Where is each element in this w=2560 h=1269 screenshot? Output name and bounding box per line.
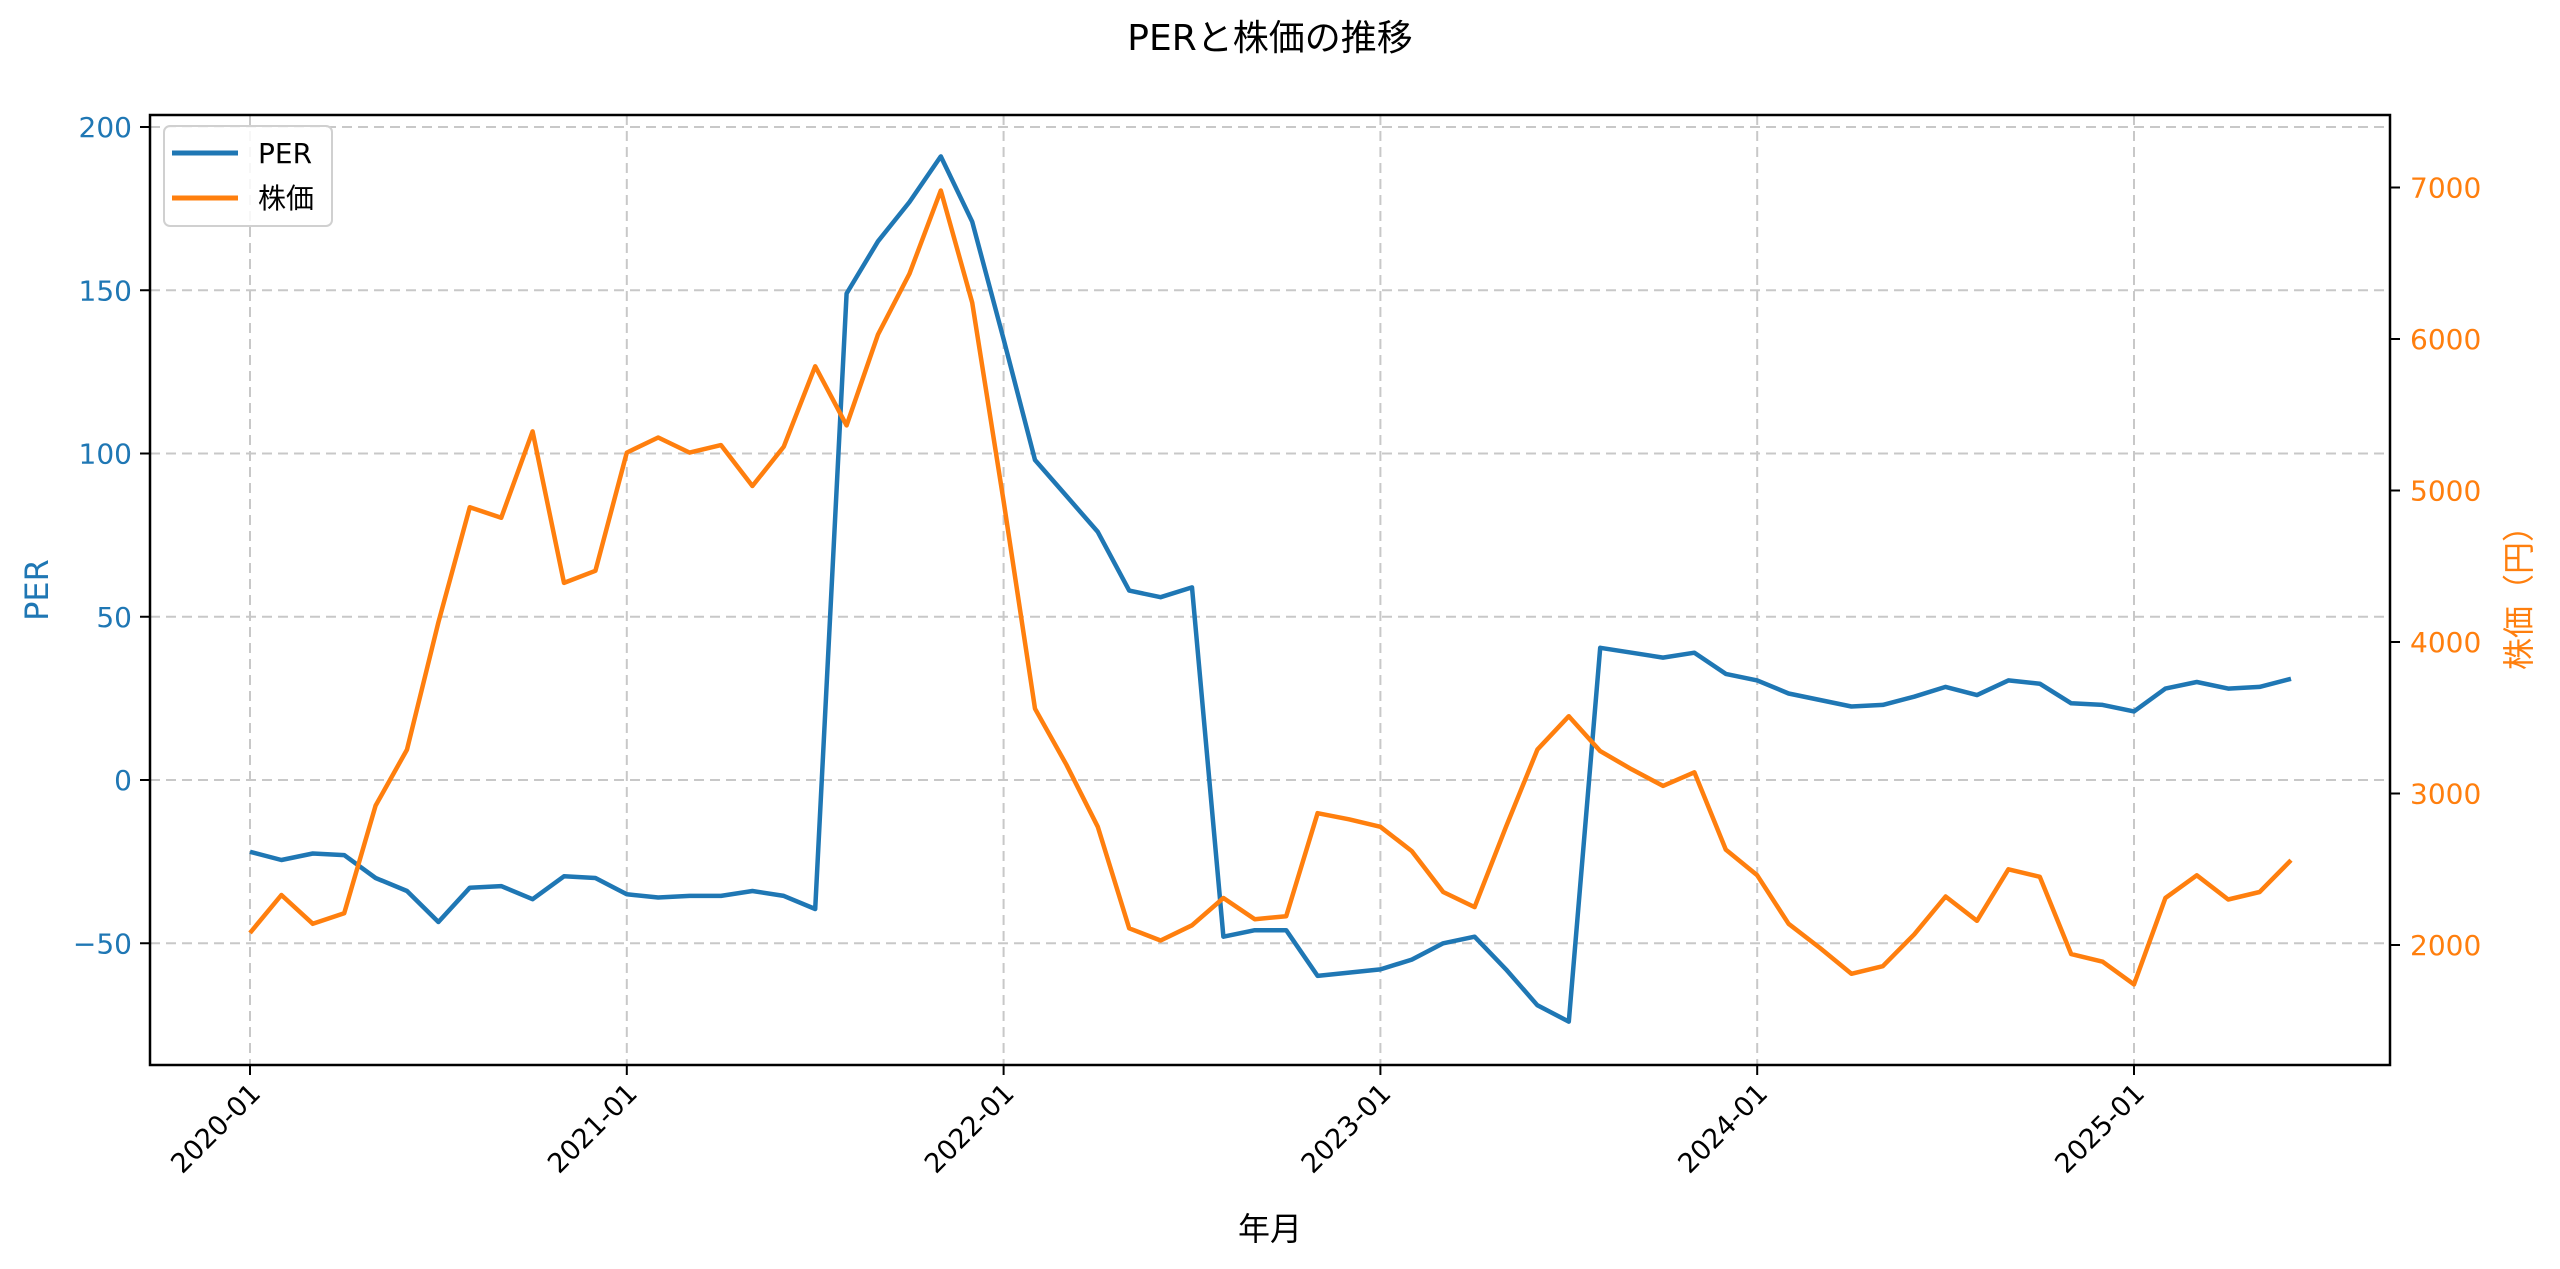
y-left-tick-label: 0: [114, 764, 132, 797]
y-right-tick-label: 7000: [2410, 172, 2481, 205]
y-right-tick-label: 2000: [2410, 929, 2481, 962]
x-tick-label: 2022-01: [919, 1078, 1021, 1180]
y-left-tick-label: 100: [79, 438, 132, 471]
chart-title: PERと株価の推移: [1127, 18, 1412, 59]
grid-lines: [150, 115, 2390, 1065]
x-tick-label: 2023-01: [1296, 1078, 1398, 1180]
x-tick-label: 2025-01: [2049, 1078, 2151, 1180]
y-left-tick-label: 150: [79, 274, 132, 307]
data-lines: [248, 154, 2293, 1024]
y-left-tick-label: 200: [79, 111, 132, 144]
y-right-tick-label: 6000: [2410, 323, 2481, 356]
plot-frame: [148, 113, 2392, 1067]
x-axis-label: 年月: [1238, 1210, 1302, 1248]
x-tick-label: 2024-01: [1672, 1078, 1774, 1180]
x-tick-label: 2020-01: [165, 1078, 267, 1180]
per-line: [249, 154, 2292, 1024]
legend: PER 株価: [163, 125, 333, 227]
y-right-tick-label: 4000: [2410, 626, 2481, 659]
y-right-tick-label: 3000: [2410, 778, 2481, 811]
legend-per-label: PER: [258, 137, 312, 170]
y-right-tick-label: 5000: [2410, 475, 2481, 508]
x-tick-label: 2021-01: [542, 1078, 644, 1180]
legend-price-label: 株価: [258, 182, 314, 215]
y-left-tick-label: 50: [96, 601, 132, 634]
price-line: [248, 188, 2293, 987]
y-left-label: PER: [18, 559, 56, 621]
y-left-tick-label: −50: [73, 927, 132, 960]
y-right-label: 株価（円）: [2500, 510, 2538, 670]
